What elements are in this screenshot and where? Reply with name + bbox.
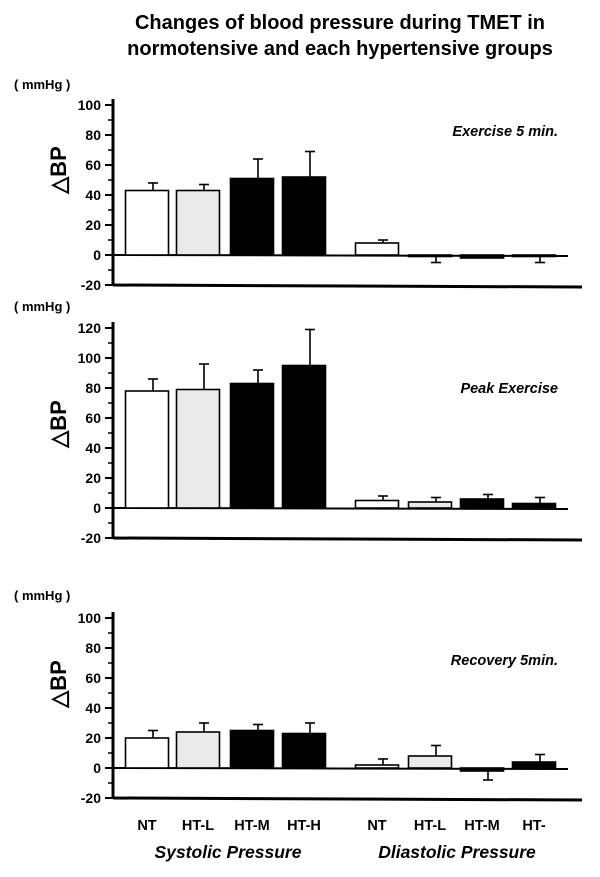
y-tick-label: 0 [93, 760, 101, 776]
y-tick-label: 80 [85, 380, 101, 396]
y-tick-label: 0 [93, 500, 101, 516]
bar-diastolic-nt [354, 764, 400, 769]
y-tick-label: 120 [78, 320, 102, 336]
x-group-label-diastolic: Dliastolic Pressure [378, 842, 536, 862]
y-tick-label: 100 [78, 97, 102, 113]
bar-diastolic-nt [354, 242, 400, 256]
x-axis-baseline [112, 536, 583, 542]
bar-diastolic-ht-m [459, 498, 505, 509]
bar-systolic-ht-h [281, 176, 327, 256]
x-category-label: HT-M [464, 818, 499, 834]
y-tick-label: 40 [85, 700, 101, 716]
x-category-label: HT- [522, 818, 546, 834]
x-category-label: HT-M [234, 818, 269, 834]
x-category-label: NT [367, 818, 386, 834]
chart-panels: ( mmHg ) △BP Exercise 5 min. -20 0 20 40 60 80 10… [14, 77, 583, 806]
bar-diastolic-ht- [511, 502, 557, 509]
bar-systolic-ht-l [175, 189, 221, 256]
bar-diastolic-ht-m [459, 254, 505, 259]
y-tick-label: 20 [85, 470, 101, 486]
x-category-label: HT-H [287, 818, 321, 834]
y-tick-label: -20 [81, 277, 101, 293]
panel-annotation: Exercise 5 min. [452, 124, 558, 140]
y-axis-title: △BP [46, 660, 71, 708]
y-unit-label: ( mmHg ) [14, 299, 70, 314]
y-axis-title: △BP [46, 400, 71, 448]
x-category-label: NT [137, 818, 156, 834]
bar-diastolic-ht-l [407, 254, 453, 258]
y-tick-label: 60 [85, 157, 101, 173]
y-tick-label: 20 [85, 730, 101, 746]
panel-annotation: Recovery 5min. [451, 653, 558, 669]
x-axis-baseline [112, 283, 583, 289]
bar-systolic-ht-h [281, 364, 327, 509]
bar-diastolic-ht- [511, 761, 557, 769]
bar-systolic-nt [124, 390, 170, 509]
y-unit-label: ( mmHg ) [14, 588, 70, 603]
y-unit-label: ( mmHg ) [14, 77, 70, 92]
bar-systolic-ht-m [229, 729, 275, 769]
y-tick-label: 40 [85, 440, 101, 456]
panel-1: ( mmHg ) △BP Exercise 5 min. -20 0 20 40 60 80 10… [14, 77, 583, 293]
bar-systolic-nt [124, 189, 170, 256]
panel-2: ( mmHg ) △BP Peak Exercise -20 0 20 40 60 80 100 1… [14, 299, 583, 546]
x-axis-baseline [112, 796, 583, 802]
bar-diastolic-ht-l [407, 755, 453, 769]
y-tick-label: 20 [85, 217, 101, 233]
y-tick-label: 60 [85, 410, 101, 426]
bar-systolic-ht-h [281, 732, 327, 769]
bar-systolic-ht-l [175, 388, 221, 509]
bar-systolic-ht-l [175, 731, 221, 769]
bar-systolic-nt [124, 737, 170, 769]
y-tick-label: 60 [85, 670, 101, 686]
y-tick-label: 0 [93, 247, 101, 263]
y-tick-label: 100 [78, 350, 102, 366]
y-tick-label: -20 [81, 530, 101, 546]
bar-diastolic-ht-m [459, 767, 505, 772]
bar-diastolic-ht-l [407, 501, 453, 509]
x-category-label: HT-L [414, 818, 446, 834]
chart-title-line-2: normotensive and each hypertensive group… [127, 38, 553, 60]
y-axis-title: △BP [46, 146, 71, 194]
bar-diastolic-nt [354, 499, 400, 509]
y-tick-label: 80 [85, 127, 101, 143]
panel-annotation: Peak Exercise [460, 381, 558, 397]
y-tick-label: 40 [85, 187, 101, 203]
bar-systolic-ht-m [229, 382, 275, 509]
panel-3: ( mmHg ) △BP Recovery 5min. -20 0 20 40 60 80 100 [14, 588, 583, 806]
bar-systolic-ht-m [229, 177, 275, 256]
x-group-label-systolic: Systolic Pressure [155, 842, 302, 862]
y-tick-label: -20 [81, 790, 101, 806]
y-tick-label: 80 [85, 640, 101, 656]
x-axis-labels: NT HT-L HT-M HT-H NT HT-L HT-M HT- Systolic Pres… [137, 818, 546, 862]
x-category-label: HT-L [182, 818, 214, 834]
chart-title-line-1: Changes of blood pressure during TMET in [135, 12, 545, 34]
y-tick-label: 100 [78, 610, 102, 626]
bar-diastolic-ht- [511, 254, 557, 258]
